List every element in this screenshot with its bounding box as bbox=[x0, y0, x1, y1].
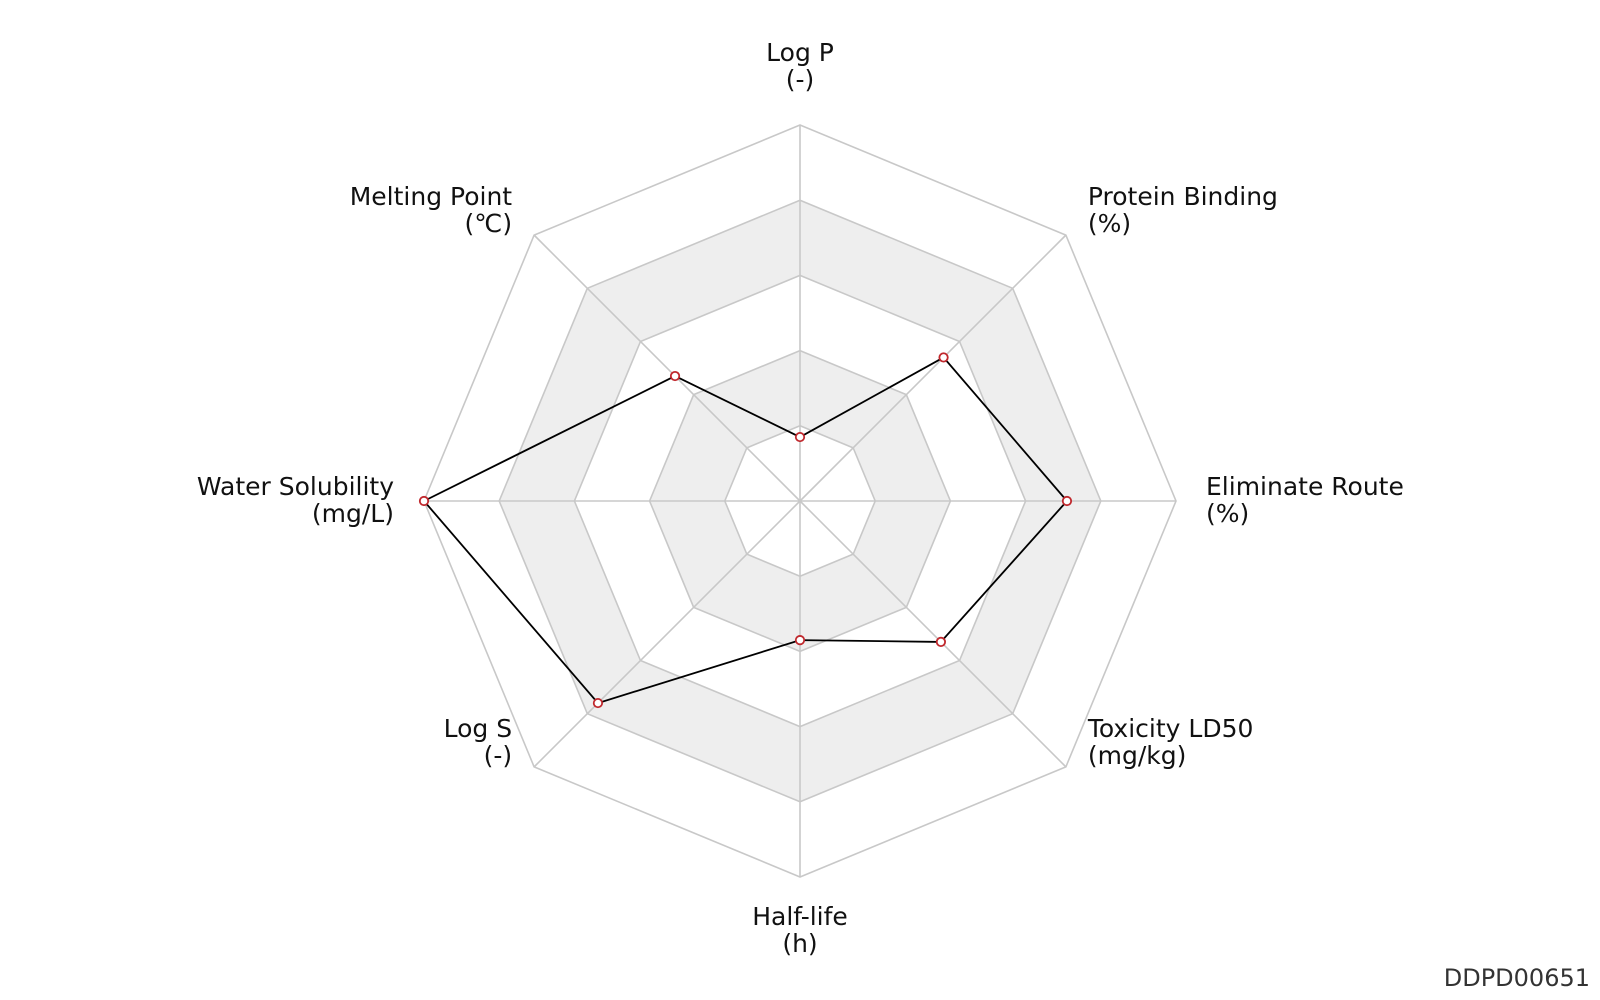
axis-label-name-6: Water Solubility bbox=[197, 472, 394, 501]
grid-spoke-5 bbox=[533, 500, 801, 768]
data-point-0 bbox=[794, 431, 806, 443]
axis-label-name-7: Melting Point bbox=[350, 182, 513, 211]
axis-label-name-4: Half-life bbox=[752, 902, 848, 931]
axis-label-name-0: Log P bbox=[766, 38, 834, 67]
axis-label-name-5: Log S bbox=[444, 714, 512, 743]
data-point-2 bbox=[1061, 495, 1073, 507]
axis-labels: Log P(-)Protein Binding(%)Eliminate Rout… bbox=[197, 38, 1404, 958]
axis-label-unit-6: (mg/L) bbox=[312, 499, 394, 528]
axis-label-unit-7: (℃) bbox=[465, 209, 513, 238]
axis-label-unit-1: (%) bbox=[1088, 209, 1131, 238]
axis-label-unit-4: (h) bbox=[782, 929, 817, 958]
data-point-1 bbox=[938, 352, 949, 363]
grid-spokes bbox=[424, 125, 1176, 877]
grid-spoke-3 bbox=[799, 500, 1067, 768]
grid-spoke-7 bbox=[533, 234, 801, 502]
data-point-7 bbox=[669, 370, 681, 382]
axis-label-unit-0: (-) bbox=[786, 65, 815, 94]
axis-label-unit-3: (mg/kg) bbox=[1088, 741, 1187, 770]
axis-label-name-1: Protein Binding bbox=[1088, 182, 1278, 211]
series-layer bbox=[418, 352, 1073, 709]
data-point-3 bbox=[935, 636, 947, 648]
data-point-6 bbox=[418, 495, 430, 507]
axis-label-name-3: Toxicity LD50 bbox=[1087, 714, 1254, 743]
chart-id-label: DDPD00651 bbox=[1443, 964, 1590, 992]
data-point-4 bbox=[794, 635, 806, 646]
grid-spoke-1 bbox=[799, 234, 1067, 502]
axis-label-unit-5: (-) bbox=[484, 741, 513, 770]
axis-label-unit-2: (%) bbox=[1206, 499, 1249, 528]
axis-label-name-2: Eliminate Route bbox=[1206, 472, 1404, 501]
data-point-5 bbox=[592, 697, 604, 709]
